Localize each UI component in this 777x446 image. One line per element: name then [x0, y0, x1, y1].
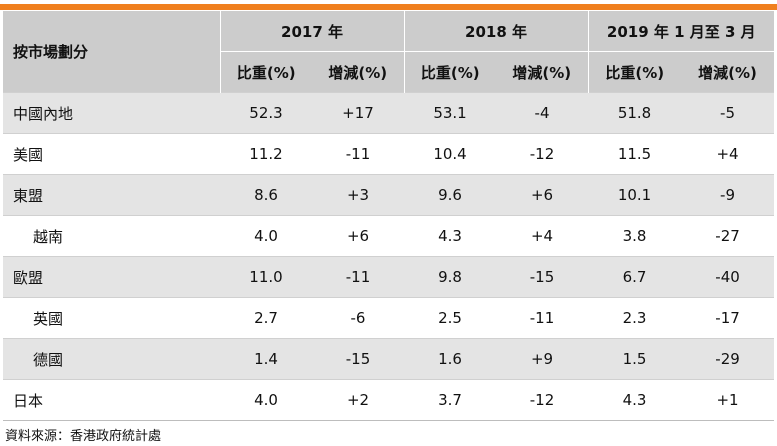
table-row: 中國內地 52.3 +17 53.1 -4 51.8 -5 — [3, 92, 775, 134]
row-label: 德國 — [3, 338, 220, 380]
cell-share: 4.0 — [220, 379, 312, 421]
cell-share: 4.3 — [588, 379, 682, 421]
cell-change: -17 — [681, 297, 775, 339]
table-row: 美國 11.2 -11 10.4 -12 11.5 +4 — [3, 133, 775, 175]
header-year-2019q1: 2019 年 1 月至 3 月 — [587, 11, 775, 52]
cell-share: 2.7 — [220, 297, 312, 339]
cell-change: +17 — [312, 92, 405, 134]
table-row: 越南 4.0 +6 4.3 +4 3.8 -27 — [3, 215, 775, 257]
row-label: 美國 — [3, 133, 220, 175]
cell-share: 51.8 — [588, 92, 682, 134]
subheader-change: 增減(%) — [496, 51, 589, 93]
cell-change: -40 — [681, 256, 775, 298]
subheader-change: 增減(%) — [312, 51, 405, 93]
cell-change: -11 — [312, 133, 405, 175]
cell-share: 11.5 — [588, 133, 682, 175]
table-row: 歐盟 11.0 -11 9.8 -15 6.7 -40 — [3, 256, 775, 298]
cell-share: 4.3 — [404, 215, 497, 257]
market-share-table: 按市場劃分 2017 年 2018 年 2019 年 1 月至 3 月 比重(%… — [3, 11, 775, 421]
cell-change: -29 — [681, 338, 775, 380]
header-row-years: 按市場劃分 2017 年 2018 年 2019 年 1 月至 3 月 — [3, 11, 775, 93]
header-row-subcols: 比重(%) 增減(%) 比重(%) 增減(%) 比重(%) 增減(%) — [3, 51, 775, 93]
subheader-share: 比重(%) — [219, 51, 312, 93]
cell-share: 3.7 — [404, 379, 497, 421]
top-accent-bar — [0, 4, 777, 10]
cell-share: 2.5 — [404, 297, 497, 339]
cell-change: +6 — [312, 215, 405, 257]
table-row: 英國 2.7 -6 2.5 -11 2.3 -17 — [3, 297, 775, 339]
cell-share: 53.1 — [404, 92, 497, 134]
cell-share: 1.5 — [588, 338, 682, 380]
source-note: 資料來源：香港政府統計處 — [5, 429, 162, 444]
row-label: 中國內地 — [3, 92, 220, 134]
cell-share: 11.0 — [220, 256, 312, 298]
row-label: 日本 — [3, 379, 220, 421]
cell-change: -11 — [312, 256, 405, 298]
cell-share: 52.3 — [220, 92, 312, 134]
cell-share: 9.8 — [404, 256, 497, 298]
table-row: 日本 4.0 +2 3.7 -12 4.3 +1 — [3, 379, 775, 421]
cell-share: 10.1 — [588, 174, 682, 216]
cell-share: 1.4 — [220, 338, 312, 380]
cell-change: -12 — [496, 379, 589, 421]
subheader-share: 比重(%) — [403, 51, 497, 93]
row-label: 歐盟 — [3, 256, 220, 298]
cell-share: 10.4 — [404, 133, 497, 175]
cell-share: 9.6 — [404, 174, 497, 216]
cell-change: +9 — [496, 338, 589, 380]
cell-change: -27 — [681, 215, 775, 257]
cell-change: -15 — [312, 338, 405, 380]
row-label: 越南 — [3, 215, 220, 257]
table-row: 東盟 8.6 +3 9.6 +6 10.1 -9 — [3, 174, 775, 216]
cell-share: 3.8 — [588, 215, 682, 257]
cell-share: 2.3 — [588, 297, 682, 339]
row-label: 英國 — [3, 297, 220, 339]
subheader-change: 增減(%) — [681, 51, 775, 93]
cell-change: -11 — [496, 297, 589, 339]
row-label: 東盟 — [3, 174, 220, 216]
subheader-share: 比重(%) — [587, 51, 682, 93]
cell-change: -5 — [681, 92, 775, 134]
cell-change: -9 — [681, 174, 775, 216]
cell-share: 6.7 — [588, 256, 682, 298]
cell-change: -6 — [312, 297, 405, 339]
cell-change: +3 — [312, 174, 405, 216]
cell-change: +6 — [496, 174, 589, 216]
cell-share: 4.0 — [220, 215, 312, 257]
cell-share: 1.6 — [404, 338, 497, 380]
cell-change: -12 — [496, 133, 589, 175]
row-header-market: 按市場劃分 — [3, 11, 220, 93]
table-row: 德國 1.4 -15 1.6 +9 1.5 -29 — [3, 338, 775, 380]
cell-change: +4 — [496, 215, 589, 257]
cell-change: +4 — [681, 133, 775, 175]
cell-change: +1 — [681, 379, 775, 421]
cell-change: +2 — [312, 379, 405, 421]
header-year-2017: 2017 年 — [219, 11, 405, 52]
cell-change: -4 — [496, 92, 589, 134]
cell-share: 8.6 — [220, 174, 312, 216]
cell-share: 11.2 — [220, 133, 312, 175]
header-year-2018: 2018 年 — [403, 11, 589, 52]
cell-change: -15 — [496, 256, 589, 298]
